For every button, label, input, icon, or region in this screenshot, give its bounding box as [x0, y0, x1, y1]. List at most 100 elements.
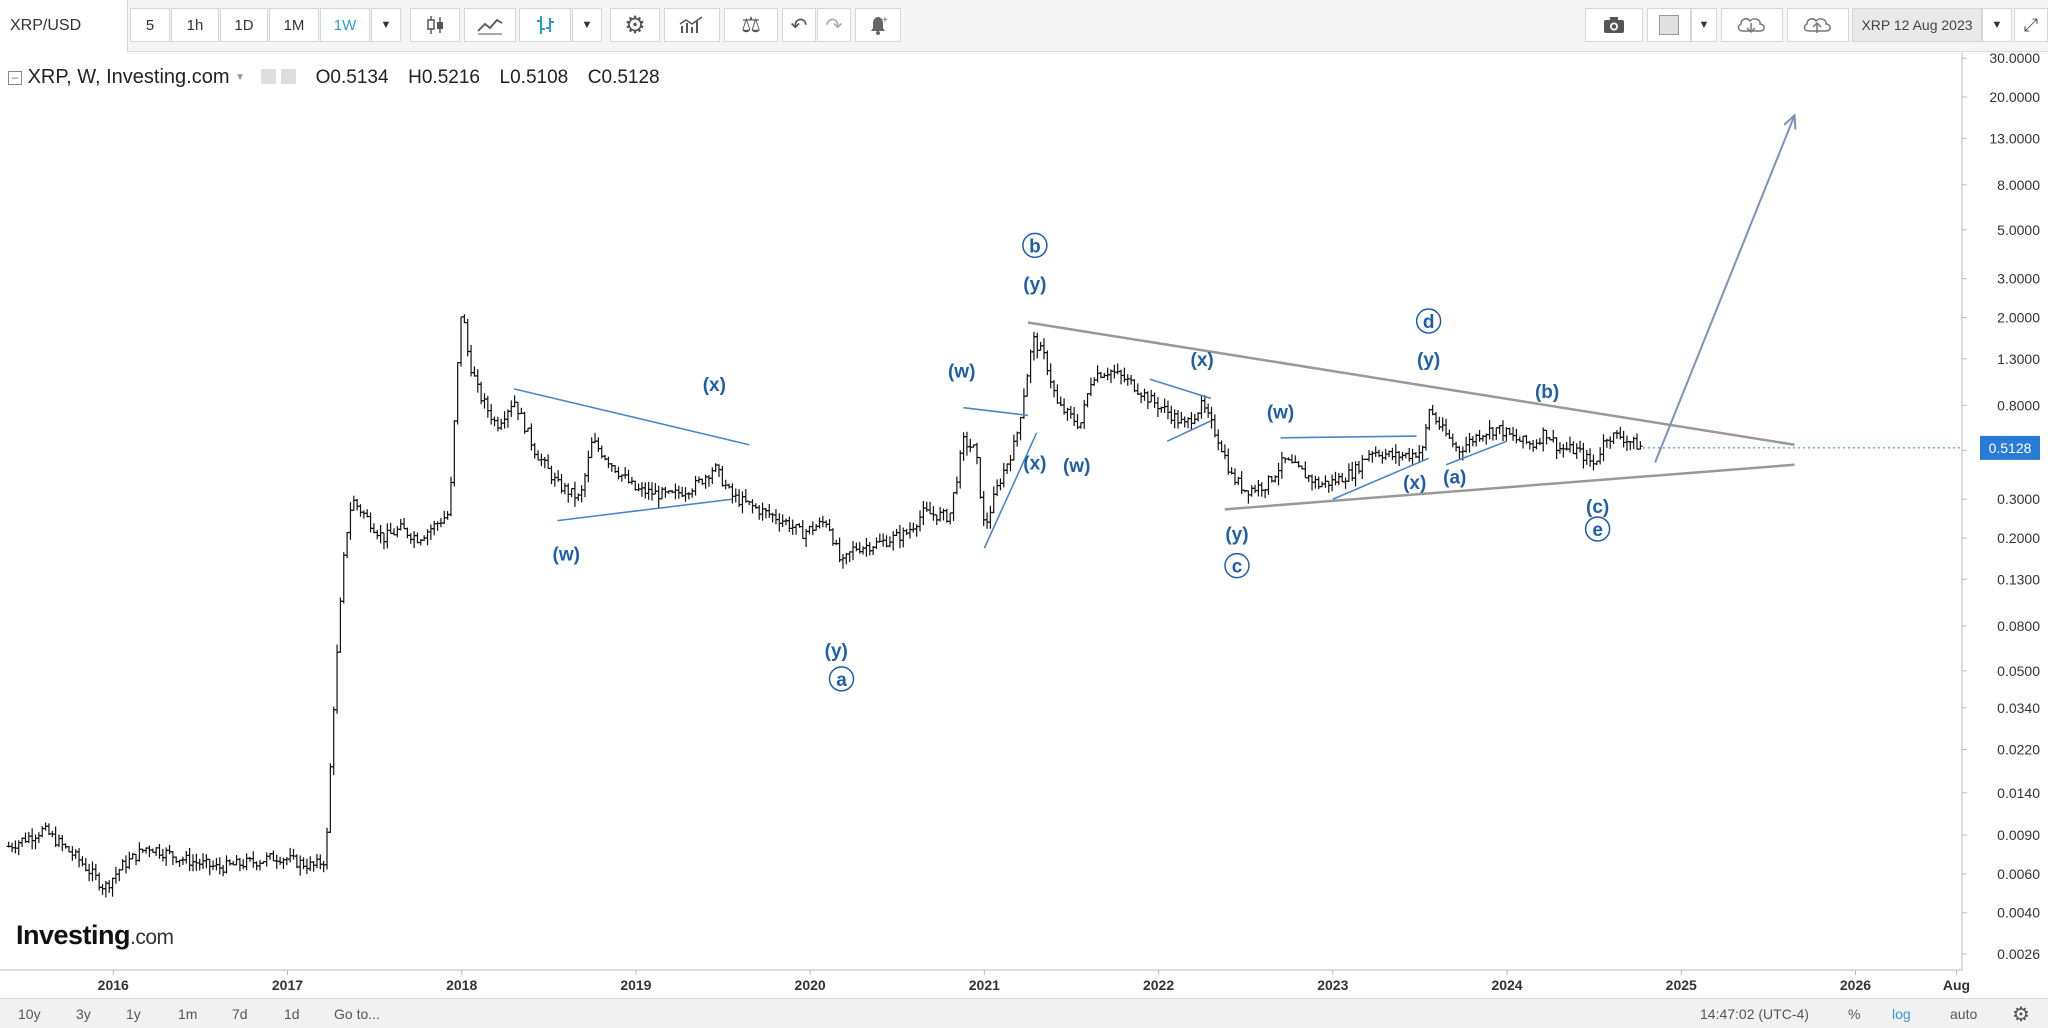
fullscreen-button[interactable]: ⤢	[2014, 8, 2048, 42]
range-1y-button[interactable]: 1y	[126, 1006, 141, 1022]
wave-label: (x)	[1191, 350, 1214, 371]
wave-trendline	[557, 498, 732, 522]
color-picker-button[interactable]	[1647, 8, 1691, 42]
wave-trendline	[1332, 457, 1429, 500]
save-layout-button[interactable]	[1787, 8, 1849, 42]
clock-readout: 14:47:02 (UTC-4)	[1700, 1006, 1809, 1022]
gear-icon[interactable]: ⚙	[2012, 1004, 2030, 1026]
projection-arrow-head	[1783, 113, 1797, 130]
x-tick-label: 2019	[620, 977, 651, 993]
wave-trendline	[1445, 440, 1508, 466]
symbol-input[interactable]: XRP/USD	[0, 0, 128, 52]
range-3y-button[interactable]: 3y	[76, 1006, 91, 1022]
range-1m-button[interactable]: 1m	[178, 1006, 198, 1022]
x-tick-label: 2022	[1143, 977, 1174, 993]
legend-dropdown-icon[interactable]: ▼	[235, 72, 245, 83]
line-style-button[interactable]	[464, 8, 516, 42]
wave-label: (w)	[1063, 456, 1090, 477]
screenshot-button[interactable]	[1585, 8, 1643, 42]
percent-scale-toggle[interactable]: %	[1848, 1006, 1861, 1022]
y-tick-label: 0.8000	[1997, 397, 2040, 413]
x-tick-label: 2016	[98, 977, 129, 993]
y-tick-label: 0.0500	[1997, 663, 2040, 679]
candles-style-button[interactable]	[410, 8, 460, 42]
wave-trendline	[1166, 420, 1212, 442]
x-tick-label: 2020	[795, 977, 826, 993]
interval-1w-button[interactable]: 1W	[320, 8, 370, 42]
auto-scale-toggle[interactable]: auto	[1950, 1006, 1978, 1022]
wave-label-circle	[828, 666, 855, 692]
cloud-upload-icon	[1803, 18, 1831, 33]
y-tick-label: 30.0000	[1989, 50, 2040, 66]
y-tick-label: 0.0340	[1997, 700, 2040, 716]
y-tick-label: 5.0000	[1997, 222, 2040, 238]
color-dropdown[interactable]: ▼	[1691, 8, 1717, 42]
wave-label: c	[1232, 557, 1243, 578]
chart-legend: – XRP, W, Investing.com ▼ O0.5134 H0.521…	[8, 66, 660, 89]
x-tick-label: 2024	[1491, 977, 1522, 993]
wave-label: d	[1423, 312, 1435, 333]
wave-trendline	[963, 406, 1029, 417]
compare-dropdown[interactable]: ▼	[1982, 8, 2012, 42]
interval-dropdown[interactable]: ▼	[371, 8, 401, 42]
color-swatch-icon	[1659, 15, 1679, 35]
compare-button[interactable]: ⚖	[724, 8, 778, 42]
interval-1m-button[interactable]: 1M	[269, 8, 319, 42]
interval-1h-button[interactable]: 1h	[171, 8, 219, 42]
last-price-tag	[1980, 435, 2040, 460]
bars-style-button[interactable]	[519, 8, 571, 42]
logo-brand: Investing	[16, 920, 131, 950]
chevron-down-icon: ▼	[1698, 19, 1710, 31]
wave-label-circle	[1022, 232, 1048, 259]
triangle-upper-line	[1027, 321, 1795, 446]
indicators-button[interactable]	[664, 8, 720, 42]
redo-icon: ↷	[825, 14, 843, 37]
undo-icon: ↶	[790, 14, 808, 37]
wave-trendline	[513, 388, 750, 446]
line-chart-icon	[477, 18, 503, 35]
x-tick-label: 2017	[272, 977, 303, 993]
y-tick-label: 0.0090	[1997, 827, 2040, 843]
y-tick-label: 0.0140	[1997, 785, 2040, 801]
range-1d-button[interactable]: 1d	[284, 1006, 300, 1022]
legend-open: O0.5134	[315, 67, 389, 88]
alert-bell-icon: +	[871, 15, 888, 35]
log-scale-toggle[interactable]: log	[1892, 1006, 1911, 1022]
y-tick-label: 8.0000	[1997, 177, 2040, 193]
gear-icon: ⚙	[624, 11, 646, 39]
candlestick-icon	[427, 16, 443, 34]
y-tick-label: 2.0000	[1997, 310, 2040, 326]
wave-label: (y)	[1417, 350, 1440, 371]
range-10y-button[interactable]: 10y	[18, 1006, 41, 1022]
range-7d-button[interactable]: 7d	[232, 1006, 248, 1022]
compare-symbol-label[interactable]: XRP 12 Aug 2023	[1852, 8, 1982, 42]
projection-arrow	[1654, 115, 1796, 463]
goto-date-button[interactable]: Go to...	[334, 1006, 380, 1022]
wave-label: (x)	[1023, 454, 1046, 475]
legend-close-icon[interactable]	[281, 69, 297, 84]
x-tick-label: 2023	[1317, 977, 1348, 993]
legend-settings-icon[interactable]	[260, 69, 276, 84]
settings-button[interactable]: ⚙	[610, 8, 660, 42]
chart-style-dropdown[interactable]: ▼	[572, 8, 602, 42]
interval-1d-button[interactable]: 1D	[220, 8, 268, 42]
wave-label: (y)	[1023, 275, 1046, 296]
redo-button[interactable]: ↷	[817, 8, 851, 42]
y-tick-label: 0.0060	[1997, 866, 2040, 882]
undo-button[interactable]: ↶	[782, 8, 816, 42]
wave-label: (x)	[1403, 473, 1426, 494]
wave-label: (y)	[1225, 524, 1248, 545]
camera-icon	[1604, 17, 1624, 33]
y-tick-label: 0.5000	[1997, 442, 2040, 458]
legend-low: L0.5108	[499, 67, 569, 88]
legend-collapse-icon[interactable]: –	[8, 71, 22, 85]
interval-5-button[interactable]: 5	[130, 8, 170, 42]
y-tick-label: 0.0220	[1997, 741, 2040, 757]
y-tick-label: 13.0000	[1989, 130, 2040, 146]
load-layout-button[interactable]	[1721, 8, 1783, 42]
x-tick-label: 2025	[1666, 977, 1697, 993]
wave-trendline	[1280, 435, 1417, 439]
investing-logo: Investing.com	[16, 920, 174, 951]
x-tick-label: 2021	[969, 977, 1000, 993]
add-alert-button[interactable]: +	[855, 8, 901, 42]
